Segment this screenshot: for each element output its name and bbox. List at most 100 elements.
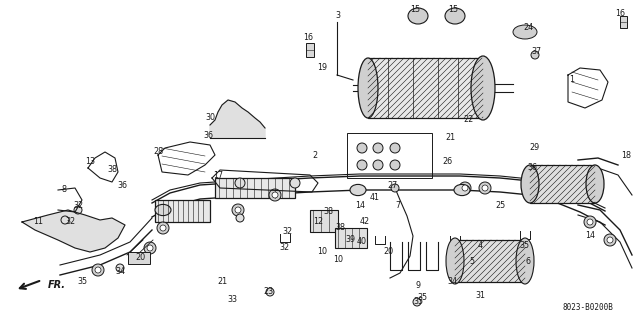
Text: 14: 14 [585, 231, 595, 240]
Circle shape [116, 264, 124, 272]
Circle shape [157, 222, 169, 234]
Ellipse shape [454, 184, 470, 196]
Circle shape [479, 182, 491, 194]
Bar [128, 252, 150, 264]
Text: 42: 42 [360, 218, 370, 226]
Bar [455, 240, 525, 282]
Ellipse shape [350, 184, 366, 196]
Circle shape [584, 216, 596, 228]
Text: 14: 14 [355, 201, 365, 210]
Text: 11: 11 [33, 218, 43, 226]
Text: 24: 24 [523, 24, 533, 33]
Polygon shape [568, 68, 608, 108]
Circle shape [61, 216, 69, 224]
Ellipse shape [445, 8, 465, 24]
Text: 35: 35 [413, 298, 423, 307]
Text: 28: 28 [153, 147, 163, 157]
Text: 32: 32 [282, 227, 292, 236]
Circle shape [95, 267, 101, 273]
Bar [335, 228, 367, 248]
Text: 40: 40 [357, 238, 367, 247]
Text: 30: 30 [205, 114, 215, 122]
Text: 34: 34 [115, 268, 125, 277]
Text: 15: 15 [448, 5, 458, 14]
Text: 13: 13 [85, 158, 95, 167]
Ellipse shape [358, 58, 378, 118]
Bar [306, 43, 314, 57]
Text: 41: 41 [370, 194, 380, 203]
Bar [155, 200, 210, 222]
Text: 36: 36 [203, 130, 213, 139]
Circle shape [272, 192, 278, 198]
Text: 20: 20 [135, 254, 145, 263]
Text: 38: 38 [335, 224, 345, 233]
Circle shape [357, 143, 367, 153]
Circle shape [269, 189, 281, 201]
Text: 38: 38 [107, 166, 117, 174]
Polygon shape [22, 210, 125, 252]
Bar [620, 16, 627, 28]
Circle shape [390, 160, 400, 170]
Ellipse shape [446, 238, 464, 284]
Text: 3: 3 [335, 11, 340, 19]
Text: 8023-B0200B: 8023-B0200B [563, 303, 613, 313]
Circle shape [144, 242, 156, 254]
Circle shape [482, 185, 488, 191]
Circle shape [266, 288, 274, 296]
Circle shape [232, 204, 244, 216]
Text: 27: 27 [387, 181, 397, 189]
Circle shape [391, 184, 399, 192]
Text: 21: 21 [445, 133, 455, 143]
Ellipse shape [155, 204, 171, 216]
Text: 20: 20 [383, 248, 393, 256]
Bar [215, 178, 295, 198]
Bar [368, 58, 483, 118]
Circle shape [235, 207, 241, 213]
Text: 2: 2 [312, 151, 317, 160]
Bar [310, 210, 338, 232]
Text: 21: 21 [217, 278, 227, 286]
Text: 18: 18 [621, 151, 631, 160]
Text: 34: 34 [447, 278, 457, 286]
Text: 22: 22 [463, 115, 473, 124]
Text: 26: 26 [442, 158, 452, 167]
Ellipse shape [513, 25, 537, 39]
Text: 16: 16 [615, 10, 625, 19]
Text: 32: 32 [73, 201, 83, 210]
Circle shape [290, 178, 300, 188]
Text: 8: 8 [61, 186, 67, 195]
Text: 39: 39 [345, 235, 355, 244]
Ellipse shape [586, 165, 604, 203]
Circle shape [160, 225, 166, 231]
Text: 9: 9 [415, 280, 420, 290]
Circle shape [74, 206, 82, 214]
Text: 6: 6 [525, 257, 531, 266]
Text: 38: 38 [323, 207, 333, 217]
Text: 35: 35 [417, 293, 427, 302]
Circle shape [147, 245, 153, 251]
Text: 10: 10 [333, 256, 343, 264]
Circle shape [373, 143, 383, 153]
Circle shape [373, 160, 383, 170]
Text: 15: 15 [410, 5, 420, 14]
Text: 35: 35 [77, 278, 87, 286]
Circle shape [357, 160, 367, 170]
Ellipse shape [408, 8, 428, 24]
Circle shape [459, 182, 471, 194]
Polygon shape [152, 176, 605, 225]
Ellipse shape [516, 238, 534, 284]
Circle shape [607, 237, 613, 243]
Circle shape [531, 51, 539, 59]
Circle shape [462, 185, 468, 191]
Text: 19: 19 [317, 63, 327, 72]
Polygon shape [210, 100, 265, 138]
Text: 4: 4 [477, 241, 483, 249]
Circle shape [604, 234, 616, 246]
Ellipse shape [521, 165, 539, 203]
Text: 10: 10 [317, 248, 327, 256]
Text: 31: 31 [475, 291, 485, 300]
Text: 36: 36 [117, 181, 127, 189]
Text: 23: 23 [263, 287, 273, 296]
Text: 37: 37 [531, 48, 541, 56]
Text: 32: 32 [279, 243, 289, 253]
